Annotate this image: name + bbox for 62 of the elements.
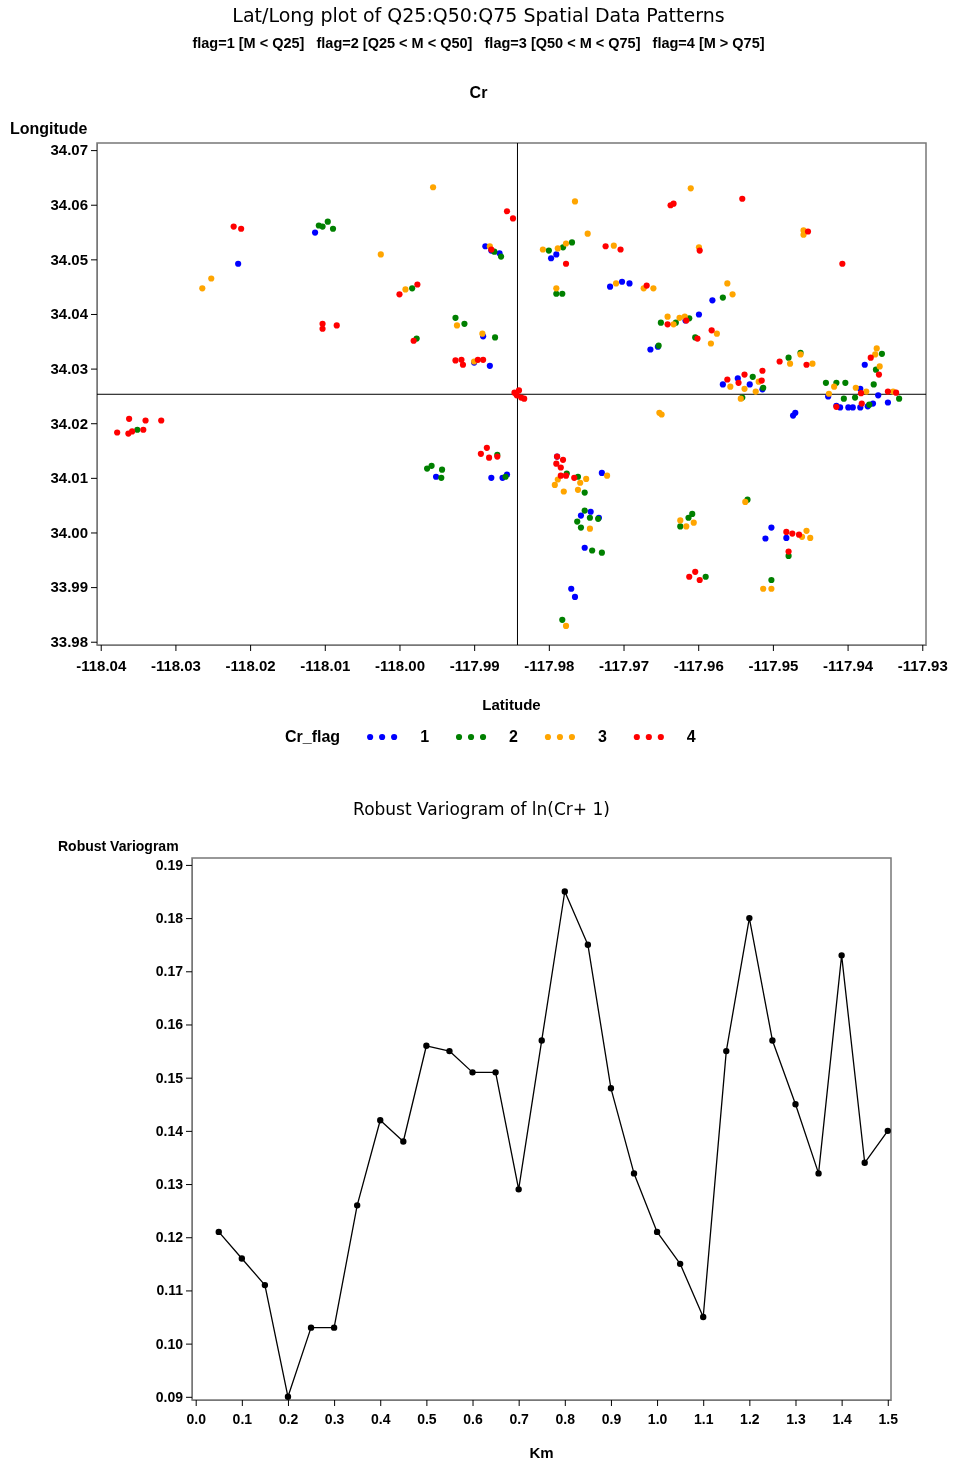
x-tick-label: -117.97 [599, 656, 650, 674]
x-tick-label: 0.5 [417, 1411, 437, 1428]
y-tick-label: 0.16 [155, 1016, 184, 1033]
x-tick-label: 0.7 [509, 1411, 530, 1428]
x-tick-label: -118.01 [300, 656, 351, 674]
y-tick-label: 0.11 [156, 1282, 184, 1299]
x-tick-label: 0.6 [463, 1411, 483, 1428]
y-tick-label: 0.15 [155, 1069, 184, 1086]
x-tick-label: 0.8 [555, 1411, 576, 1428]
x-tick-label: 0.0 [186, 1411, 207, 1428]
y-tick-label: 34.05 [50, 250, 88, 268]
chart-title: Lat/Long plot of Q25:Q50:Q75 Spatial Data Patterns [232, 4, 725, 26]
x-axis-title: Km [529, 1444, 554, 1461]
x-tick-label: -117.96 [673, 656, 724, 674]
x-tick-label: -117.98 [524, 656, 575, 674]
text: Cr [469, 84, 488, 101]
x-tick-label: -117.99 [449, 656, 500, 674]
y-tick-label: 34.00 [50, 523, 88, 541]
x-tick-label: -117.93 [897, 656, 948, 674]
x-tick-label: -118.04 [76, 656, 127, 674]
x-axis-title: Latitude [482, 696, 541, 713]
y-tick-label: 0.10 [155, 1335, 184, 1352]
x-tick-label: 0.1 [232, 1411, 253, 1428]
y-axis-title: Longitude [10, 120, 88, 137]
legend-label: 2 [509, 728, 519, 745]
x-tick-label: -118.00 [374, 656, 425, 674]
y-tick-label: 0.12 [155, 1229, 184, 1246]
y-tick-label: 0.14 [155, 1122, 184, 1139]
y-axis-title: Robust Variogram [58, 838, 179, 854]
chart-subtitle: flag=1 [M < Q25] flag=2 [Q25 < M < Q50] flag=3 [Q50 < M < Q75] flag=4 [M > Q75] [192, 35, 765, 51]
x-tick-label: 0.2 [278, 1411, 299, 1428]
x-tick-label: 1.0 [647, 1411, 668, 1428]
y-tick-label: 34.02 [50, 414, 88, 432]
x-tick-label: 0.4 [371, 1411, 391, 1428]
x-tick-label: 1.5 [878, 1411, 899, 1428]
x-tick-label: -117.94 [823, 656, 874, 674]
y-tick-label: 33.99 [50, 578, 88, 596]
x-tick-label: -118.03 [150, 656, 201, 674]
legend-title: Cr_flag [285, 728, 341, 745]
y-tick-label: 34.06 [50, 196, 88, 214]
y-tick-label: 0.19 [155, 856, 184, 873]
x-tick-label: -118.02 [225, 656, 276, 674]
x-tick-label: -117.95 [748, 656, 799, 674]
y-tick-label: 34.04 [50, 305, 89, 323]
chart-title: Robust Variogram of ln(Cr+ 1) [353, 799, 610, 819]
y-tick-label: 0.13 [155, 1176, 184, 1193]
y-tick-label: 0.17 [155, 963, 184, 980]
x-tick-label: 1.1 [693, 1411, 714, 1428]
x-tick-label: 0.3 [324, 1411, 345, 1428]
legend-label: 4 [686, 728, 696, 745]
x-tick-label: 0.9 [601, 1411, 622, 1428]
legend-label: 1 [420, 728, 430, 745]
x-tick-label: 1.3 [786, 1411, 806, 1428]
y-tick-label: 34.03 [50, 359, 88, 377]
y-tick-label: 34.07 [50, 141, 88, 159]
y-tick-label: 0.09 [155, 1388, 184, 1405]
x-tick-label: 1.2 [740, 1411, 760, 1428]
y-tick-label: 0.18 [155, 910, 184, 927]
y-tick-label: 34.01 [50, 469, 88, 487]
x-tick-label: 1.4 [832, 1411, 853, 1428]
y-tick-label: 33.98 [50, 633, 88, 651]
legend-label: 3 [597, 728, 607, 745]
